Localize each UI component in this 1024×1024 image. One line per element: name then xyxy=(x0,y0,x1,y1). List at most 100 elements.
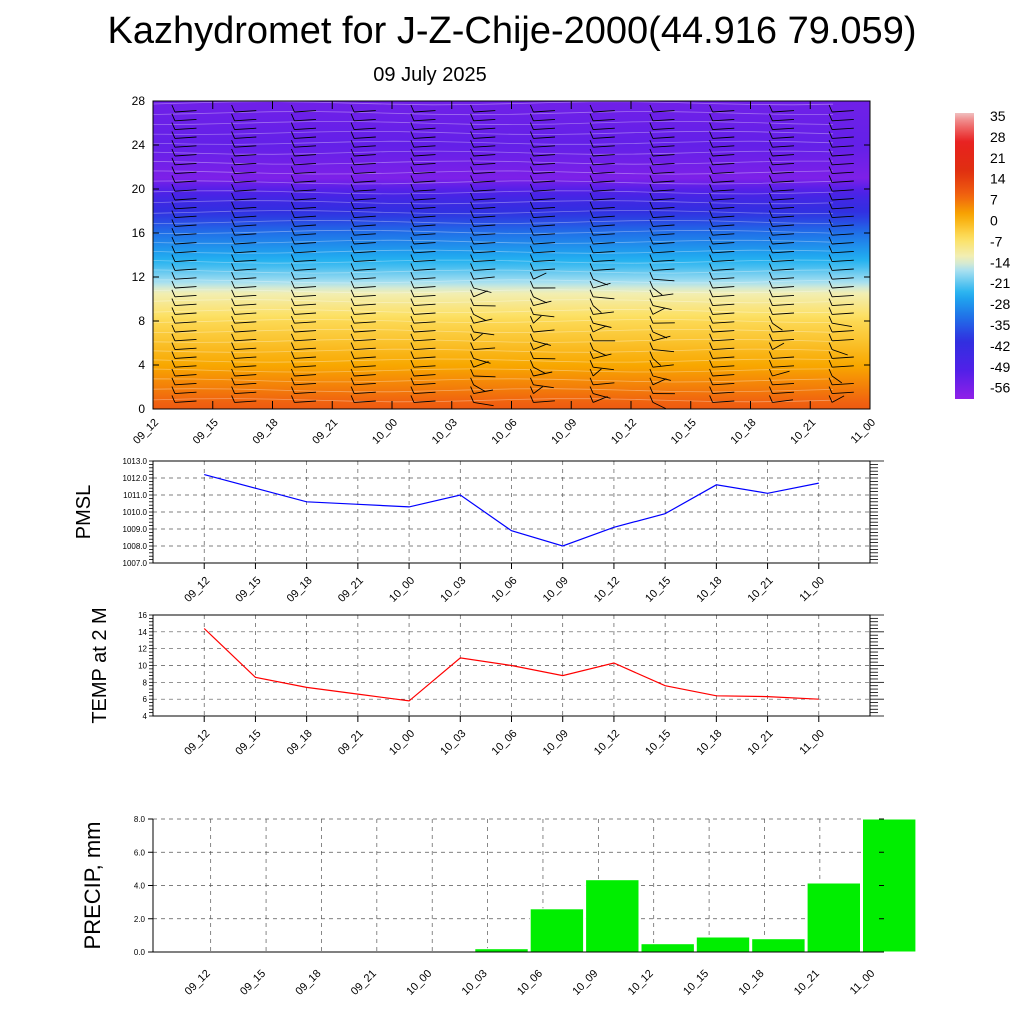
wind-barb xyxy=(533,272,547,280)
wind-barb-flag xyxy=(470,289,475,297)
wind-barb-flag xyxy=(709,131,714,139)
wind-barb xyxy=(832,303,854,307)
wind-barb-flag xyxy=(171,368,176,377)
wind-barb-flag xyxy=(350,395,355,403)
wind-barb xyxy=(413,321,436,324)
wind-barb xyxy=(712,391,735,395)
wind-barb xyxy=(712,233,735,236)
wind-barb xyxy=(413,303,436,307)
wind-barb xyxy=(712,277,735,280)
wind-barb xyxy=(174,277,197,280)
wind-barb xyxy=(234,127,257,131)
wind-barb-flag xyxy=(350,307,355,315)
wind-barb xyxy=(712,374,735,377)
wind-barb-flag xyxy=(828,272,833,280)
wind-barb-flag xyxy=(290,157,295,165)
grid-lines xyxy=(153,818,884,953)
wind-barb-flag xyxy=(350,324,355,333)
wind-barb xyxy=(593,127,615,131)
y-tick-label: 12 xyxy=(132,270,146,284)
colorbar-label: 28 xyxy=(990,129,1006,145)
wind-barb xyxy=(174,356,197,359)
x-tick-label: 11_00 xyxy=(797,575,827,605)
colorbar: 35 28 21 14 7 0 -7 -14 -21 -28 -35 -42 -49 -56 xyxy=(955,108,1010,399)
wind-barb-flag xyxy=(529,245,534,253)
wind-barb-flag xyxy=(470,245,475,253)
precip-bar xyxy=(806,882,861,953)
y-tick-label: 1011.0 xyxy=(123,491,147,500)
wind-barb xyxy=(712,189,735,192)
wind-barb xyxy=(712,303,735,307)
wind-barb-flag xyxy=(709,184,714,192)
wind-barb-flag xyxy=(529,316,534,324)
wind-barb xyxy=(354,294,376,298)
x-tick-label: 09_12 xyxy=(131,417,161,447)
chart-title: Kazhydromet for J-Z-Chije-2000(44.916 79… xyxy=(107,10,917,52)
wind-barb-flag xyxy=(768,201,773,209)
wind-barb xyxy=(593,110,615,113)
wind-barb xyxy=(174,382,197,386)
wind-barb xyxy=(533,215,556,219)
wind-barb-flag xyxy=(529,201,534,209)
wind-barb xyxy=(174,118,197,122)
wind-barb-flag xyxy=(828,245,833,253)
wind-barb xyxy=(772,162,795,166)
y-tick-label: 4 xyxy=(138,358,145,372)
wind-barb xyxy=(832,215,854,219)
wind-barb-flag xyxy=(589,316,594,324)
wind-barb xyxy=(772,399,794,403)
wind-barb-flag xyxy=(709,263,714,271)
wind-barb xyxy=(234,277,257,280)
wind-barb-flag xyxy=(828,157,833,165)
wind-barb-flag xyxy=(589,386,594,394)
wind-barb-flag xyxy=(649,360,654,368)
wind-barb xyxy=(174,268,197,271)
wind-barb xyxy=(832,294,854,298)
wind-barb xyxy=(354,250,376,254)
wind-barb xyxy=(533,296,548,304)
wind-barb-flag xyxy=(410,395,415,403)
wind-barb xyxy=(234,259,257,263)
wind-barb xyxy=(234,224,257,227)
wind-barb-flag xyxy=(470,210,475,218)
wind-barb-flag xyxy=(171,140,176,148)
x-tick-label: 10_06 xyxy=(490,575,520,605)
wind-barb-flag xyxy=(470,201,475,209)
wind-barb-flag xyxy=(231,131,236,139)
wind-barb-flag xyxy=(649,228,654,236)
wind-barb-flag xyxy=(649,122,654,130)
wind-barb-flag xyxy=(709,236,714,245)
x-tick-label: 10_12 xyxy=(592,728,622,758)
wind-barb xyxy=(772,338,795,342)
wind-barbs xyxy=(171,104,854,410)
wind-barb-flag xyxy=(589,360,594,368)
wind-barb xyxy=(772,242,795,245)
wind-barb xyxy=(772,136,795,139)
wind-barb-flag xyxy=(589,342,594,350)
wind-barb-flag xyxy=(589,104,594,113)
wind-barb xyxy=(234,171,257,175)
wind-barb xyxy=(354,356,376,359)
wind-barb-flag xyxy=(231,192,236,201)
precip-bar xyxy=(695,936,751,953)
wind-barb-flag xyxy=(410,175,415,183)
wind-barb xyxy=(832,136,854,139)
colorbar-label: -56 xyxy=(990,380,1010,396)
wind-barb xyxy=(234,180,257,183)
wind-barb-flag xyxy=(649,316,654,324)
wind-barb xyxy=(473,287,492,293)
wind-barb-flag xyxy=(709,254,714,262)
wind-barb-flag xyxy=(529,360,534,368)
wind-barb xyxy=(473,224,496,227)
wind-barb-flag xyxy=(231,386,236,394)
wind-barb xyxy=(592,322,612,328)
wind-barb-flag xyxy=(470,113,475,121)
wind-barb-flag xyxy=(649,210,654,218)
colorbar-label: -49 xyxy=(990,359,1010,375)
x-tick-label: 10_09 xyxy=(570,968,600,998)
wind-barb-flag xyxy=(290,307,295,315)
wind-barb-flag xyxy=(290,175,295,183)
wind-barb xyxy=(413,259,436,263)
wind-barb xyxy=(712,198,735,201)
wind-barb-flag xyxy=(410,157,415,165)
